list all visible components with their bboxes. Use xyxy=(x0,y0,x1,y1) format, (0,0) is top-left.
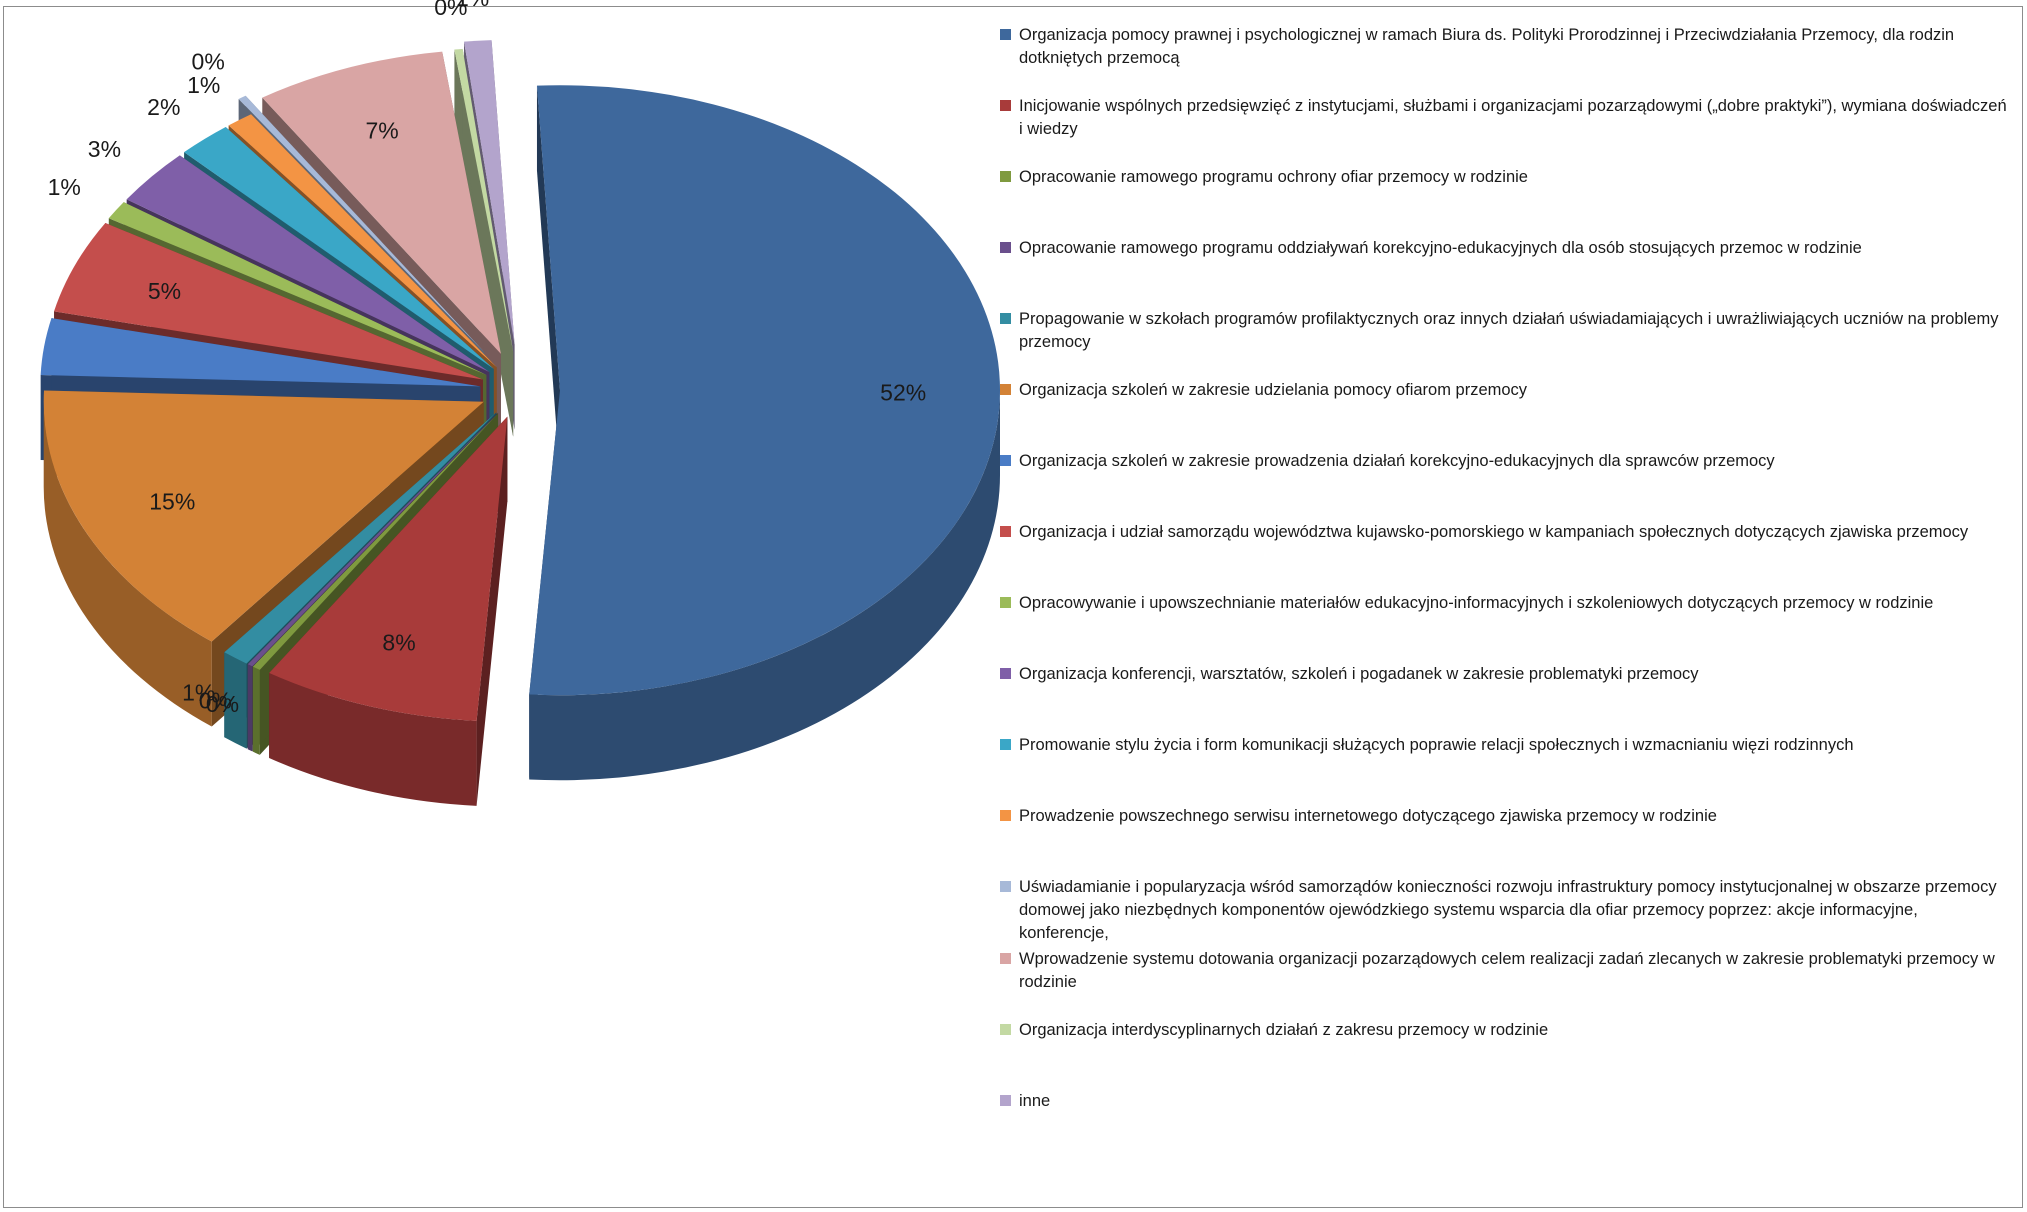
pie-slice-top xyxy=(54,222,483,380)
pie-data-label: 1% xyxy=(456,0,489,11)
legend-swatch xyxy=(1000,881,1011,892)
legend-label: Opracowywanie i upowszechnianie materiał… xyxy=(1019,594,1934,612)
legend-label: Prowadzenie powszechnego serwisu interne… xyxy=(1019,807,1717,825)
legend-swatch xyxy=(1000,1095,1011,1106)
legend-swatch xyxy=(1000,739,1011,750)
legend-label: Uświadamianie i popularyzacja wśród samo… xyxy=(1019,878,1997,942)
pie-slice-wall xyxy=(252,666,260,755)
pie-slice-top xyxy=(108,202,487,375)
pie-slice-top xyxy=(252,413,499,670)
pie-slice-top xyxy=(224,412,497,664)
pie-data-label: 0% xyxy=(192,49,225,75)
pie-data-label: 52% xyxy=(880,379,926,405)
pie-slice-wall xyxy=(529,390,1000,781)
legend-item: Organizacja konferencji, warsztatów, szk… xyxy=(1000,663,2010,686)
legend-item: Opracowywanie i upowszechnianie materiał… xyxy=(1000,592,2010,615)
legend-swatch xyxy=(1000,100,1011,111)
pie-slice-wall xyxy=(247,664,253,752)
pie-data-label: 0% xyxy=(199,688,232,714)
pie-data-label: 2% xyxy=(147,94,180,120)
legend-item: Uświadamianie i popularyzacja wśród samo… xyxy=(1000,876,2010,945)
pie-slice-top xyxy=(43,390,484,642)
pie-slice-edge xyxy=(536,85,560,476)
pie-slice-wall xyxy=(224,652,247,749)
pie-slice-wall xyxy=(43,401,212,727)
legend-label: Wprowadzenie systemu dotowania organizac… xyxy=(1019,950,1995,991)
pie-slice xyxy=(454,48,514,437)
pie-data-label: 1% xyxy=(48,174,81,200)
legend-item: Organizacja szkoleń w zakresie udzielani… xyxy=(1000,379,2010,402)
pie-slice-top xyxy=(238,95,485,353)
legend-label: Organizacja szkoleń w zakresie udzielani… xyxy=(1019,381,1528,399)
pie-slice-top xyxy=(126,155,490,373)
legend-item: Organizacja i udział samorządu województ… xyxy=(1000,521,2010,544)
pie-slice xyxy=(269,416,508,806)
pie-slice-top xyxy=(262,51,501,354)
legend-item: Organizacja pomocy prawnej i psychologic… xyxy=(1000,24,2010,70)
legend-label: Propagowanie w szkołach programów profil… xyxy=(1019,310,1999,351)
legend-label: Opracowanie ramowego programu ochrony of… xyxy=(1019,168,1528,186)
legend-item: Opracowanie ramowego programu ochrony of… xyxy=(1000,166,2010,189)
pie-slice-top xyxy=(454,48,514,352)
pie-slice-edge xyxy=(476,416,508,806)
pie-data-label: 3% xyxy=(88,136,121,162)
legend-item: Inicjowanie wspólnych przedsięwzięć z in… xyxy=(1000,95,2010,141)
legend-item: Opracowanie ramowego programu oddziaływa… xyxy=(1000,237,2010,260)
legend-item: Propagowanie w szkołach programów profil… xyxy=(1000,308,2010,354)
legend-item: Promowanie stylu życia i form komunikacj… xyxy=(1000,734,2010,757)
legend-swatch xyxy=(1000,171,1011,182)
legend-swatch xyxy=(1000,597,1011,608)
legend-swatch xyxy=(1000,953,1011,964)
pie-data-label: 15% xyxy=(149,489,195,515)
legend-item: inne xyxy=(1000,1090,2010,1113)
pie-data-label: 1% xyxy=(182,679,215,705)
legend-label: Organizacja konferencji, warsztatów, szk… xyxy=(1019,665,1699,683)
pie-slice-top xyxy=(247,413,498,667)
legend-label: Opracowanie ramowego programu oddziaływa… xyxy=(1019,239,1862,257)
pie-data-label: 0% xyxy=(434,0,467,20)
pie-slice-top xyxy=(529,85,1000,696)
legend-label: Promowanie stylu życia i form komunikacj… xyxy=(1019,736,1854,754)
legend-label: Organizacja i udział samorządu województ… xyxy=(1019,523,1969,541)
pie-data-label: 1% xyxy=(187,72,220,98)
legend-swatch xyxy=(1000,313,1011,324)
legend-label: Organizacja pomocy prawnej i psychologic… xyxy=(1019,26,1955,67)
pie-data-label: 8% xyxy=(382,629,415,655)
legend-item: Prowadzenie powszechnego serwisu interne… xyxy=(1000,805,2010,828)
legend-item: Organizacja interdyscyplinarnych działań… xyxy=(1000,1019,2010,1042)
pie-data-label: 7% xyxy=(365,118,398,144)
legend-swatch xyxy=(1000,29,1011,40)
legend-swatch xyxy=(1000,455,1011,466)
pie-slice-top xyxy=(40,318,481,387)
legend-swatch xyxy=(1000,1024,1011,1035)
legend-label: Organizacja interdyscyplinarnych działań… xyxy=(1019,1021,1549,1039)
pie-slice-top xyxy=(464,40,515,345)
legend-item: Wprowadzenie systemu dotowania organizac… xyxy=(1000,948,2010,994)
pie-slice-top xyxy=(269,416,508,721)
pie-slice xyxy=(529,85,1000,781)
legend-swatch xyxy=(1000,526,1011,537)
legend-swatch xyxy=(1000,810,1011,821)
legend-swatch xyxy=(1000,242,1011,253)
legend-label: Organizacja szkoleń w zakresie prowadzen… xyxy=(1019,452,1775,470)
legend-item: Organizacja szkoleń w zakresie prowadzen… xyxy=(1000,450,2010,473)
legend-swatch xyxy=(1000,384,1011,395)
pie-slice-wall xyxy=(269,672,477,806)
legend-swatch xyxy=(1000,668,1011,679)
legend-label: inne xyxy=(1019,1092,1051,1110)
legend-label: Inicjowanie wspólnych przedsięwzięć z in… xyxy=(1019,97,2007,138)
pie-data-label: 0% xyxy=(206,691,239,717)
pie-slice-top xyxy=(228,114,497,368)
pie-data-label: 5% xyxy=(148,278,181,304)
pie-slice-top xyxy=(184,127,494,369)
